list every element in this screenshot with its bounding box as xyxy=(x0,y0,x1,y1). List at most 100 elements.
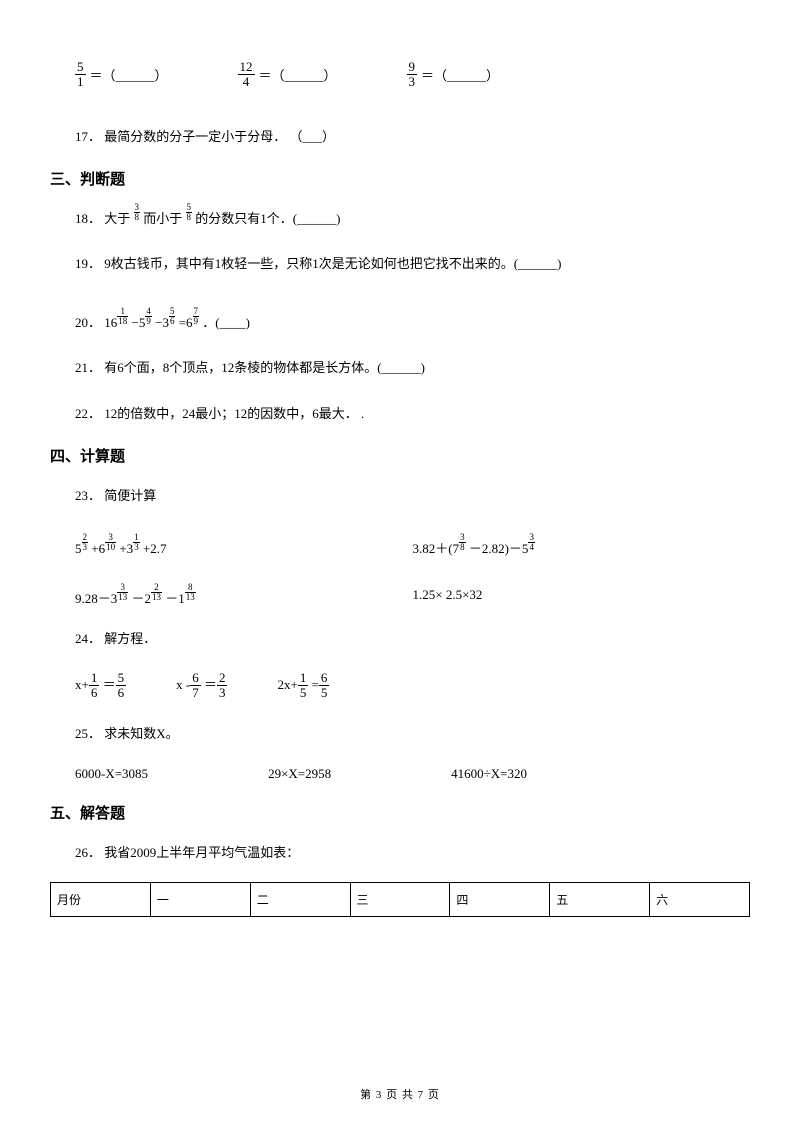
text: ．(____) xyxy=(202,315,250,330)
eq1: 6000-X=3085 xyxy=(75,766,148,782)
q22: 22． 12的倍数中，24最小；12的因数中，6最大． . xyxy=(50,402,750,425)
table-cell: 六 xyxy=(650,883,750,917)
q18: 18． 大于 3 8 而小于 5 8 的分数只有1个．(______) xyxy=(50,207,750,230)
text: 大于 xyxy=(104,211,130,226)
text: =6 xyxy=(179,315,193,330)
eq3: 2x+15 =65 xyxy=(277,671,329,701)
text: +2.7 xyxy=(143,541,167,556)
eq3: 41600÷X=320 xyxy=(451,766,527,782)
denominator: 6 xyxy=(89,686,100,700)
text: 2x+ xyxy=(277,677,297,692)
calc-left: 9.28－3313 －2213 －1813 xyxy=(75,587,413,607)
text: x - xyxy=(176,677,190,692)
denominator: 8 xyxy=(186,213,193,222)
fraction: 118 xyxy=(117,307,128,326)
table-cell: 月份 xyxy=(51,883,151,917)
table-cell: 五 xyxy=(550,883,650,917)
question-number: 24． xyxy=(75,631,101,646)
text: −3 xyxy=(155,315,169,330)
question-number: 23． xyxy=(75,488,101,503)
text: = xyxy=(312,677,319,692)
question-text: 12的倍数中，24最小；12的因数中，6最大． . xyxy=(104,406,364,421)
fraction: 23 xyxy=(82,533,89,552)
fraction: 23 xyxy=(217,671,228,701)
denominator: 3 xyxy=(82,543,89,552)
numerator: 1 xyxy=(298,671,309,686)
question-text: 解方程． xyxy=(104,631,156,646)
q24-equations: x+16 ＝56 x -67 ＝23 2x+15 =65 xyxy=(50,671,750,701)
fraction: 38 xyxy=(459,533,466,552)
text: ＝ xyxy=(103,677,116,692)
q24-label: 24． 解方程． xyxy=(50,627,750,650)
temperature-table: 月份 一 二 三 四 五 六 xyxy=(50,882,750,917)
eq1: x+16 ＝56 xyxy=(75,671,126,701)
denominator: 5 xyxy=(298,686,309,700)
denominator: 3 xyxy=(217,686,228,700)
text: 1.25× 2.5×32 xyxy=(413,587,483,602)
table-cell: 二 xyxy=(250,883,350,917)
denominator: 3 xyxy=(407,75,418,89)
table-cell: 三 xyxy=(350,883,450,917)
fraction: 813 xyxy=(185,583,196,602)
question-text: 求未知数X。 xyxy=(104,726,178,741)
calc-right: 3.82＋(738 －2.82)－534 xyxy=(413,537,751,557)
numerator: 5 xyxy=(116,671,127,686)
section5-header: 五、解答题 xyxy=(50,802,750,823)
denominator: 9 xyxy=(145,317,152,326)
denominator: 8 xyxy=(459,543,466,552)
table-cell: 四 xyxy=(450,883,550,917)
fraction: 49 xyxy=(145,307,152,326)
q21: 21． 有6个面，8个顶点，12条棱的物体都是长方体。(______) xyxy=(50,356,750,379)
q17: 17． 最简分数的分子一定小于分母． （___） xyxy=(50,125,750,148)
denominator: 13 xyxy=(185,593,196,602)
q25-label: 25． 求未知数X。 xyxy=(50,722,750,745)
denominator: 1 xyxy=(75,75,86,89)
fraction: 56 xyxy=(116,671,127,701)
fraction: 13 xyxy=(133,533,140,552)
question-number: 18． xyxy=(75,211,101,226)
fraction: 9 3 xyxy=(407,60,418,90)
q23-label: 23． 简便计算 xyxy=(50,484,750,507)
text: +6 xyxy=(91,541,105,556)
denominator: 6 xyxy=(116,686,127,700)
text: −5 xyxy=(132,315,146,330)
q16-item-1: 5 1 ＝（______） xyxy=(75,60,168,90)
q20: 20． 16118 −549 −356 =679 ．(____) xyxy=(50,311,750,334)
table-cell: 一 xyxy=(150,883,250,917)
text: x+ xyxy=(75,677,89,692)
numerator: 5 xyxy=(75,60,86,75)
denominator: 3 xyxy=(133,543,140,552)
fraction: 15 xyxy=(298,671,309,701)
numerator: 6 xyxy=(190,671,201,686)
numerator: 6 xyxy=(319,671,330,686)
eq2: 29×X=2958 xyxy=(268,766,331,782)
question-number: 26． xyxy=(75,845,101,860)
question-text: 有6个面，8个顶点，12条棱的物体都是长方体。(______) xyxy=(104,360,425,375)
text: 9.28－3 xyxy=(75,591,117,606)
question-number: 20． xyxy=(75,315,101,330)
text: ＝ xyxy=(204,677,217,692)
denominator: 6 xyxy=(169,317,176,326)
q23-row1: 523 +6310 +313 +2.7 3.82＋(738 －2.82)－534 xyxy=(50,537,750,557)
fraction: 313 xyxy=(117,583,128,602)
section4-header: 四、计算题 xyxy=(50,445,750,466)
fraction: 67 xyxy=(190,671,201,701)
question-number: 22． xyxy=(75,406,101,421)
blank-text: ＝（______） xyxy=(259,65,337,84)
fraction: 213 xyxy=(151,583,162,602)
denominator: 13 xyxy=(151,593,162,602)
question-text: 我省2009上半年月平均气温如表： xyxy=(104,845,299,860)
question-number: 17． xyxy=(75,129,101,144)
text: －1 xyxy=(165,591,185,606)
fraction: 34 xyxy=(528,533,535,552)
question-number: 19． xyxy=(75,256,101,271)
text: +3 xyxy=(119,541,133,556)
text: －2 xyxy=(132,591,152,606)
question-number: 25． xyxy=(75,726,101,741)
q16-item-2: 12 4 ＝（______） xyxy=(238,60,337,90)
fraction: 5 1 xyxy=(75,60,86,90)
denominator: 4 xyxy=(528,543,535,552)
calc-right: 1.25× 2.5×32 xyxy=(413,587,751,607)
question-text: 9枚古钱币，其中有1枚轻一些，只称1次是无论如何也把它找不出来的。(______… xyxy=(104,256,561,271)
q19: 19． 9枚古钱币，其中有1枚轻一些，只称1次是无论如何也把它找不出来的。(__… xyxy=(50,252,750,275)
